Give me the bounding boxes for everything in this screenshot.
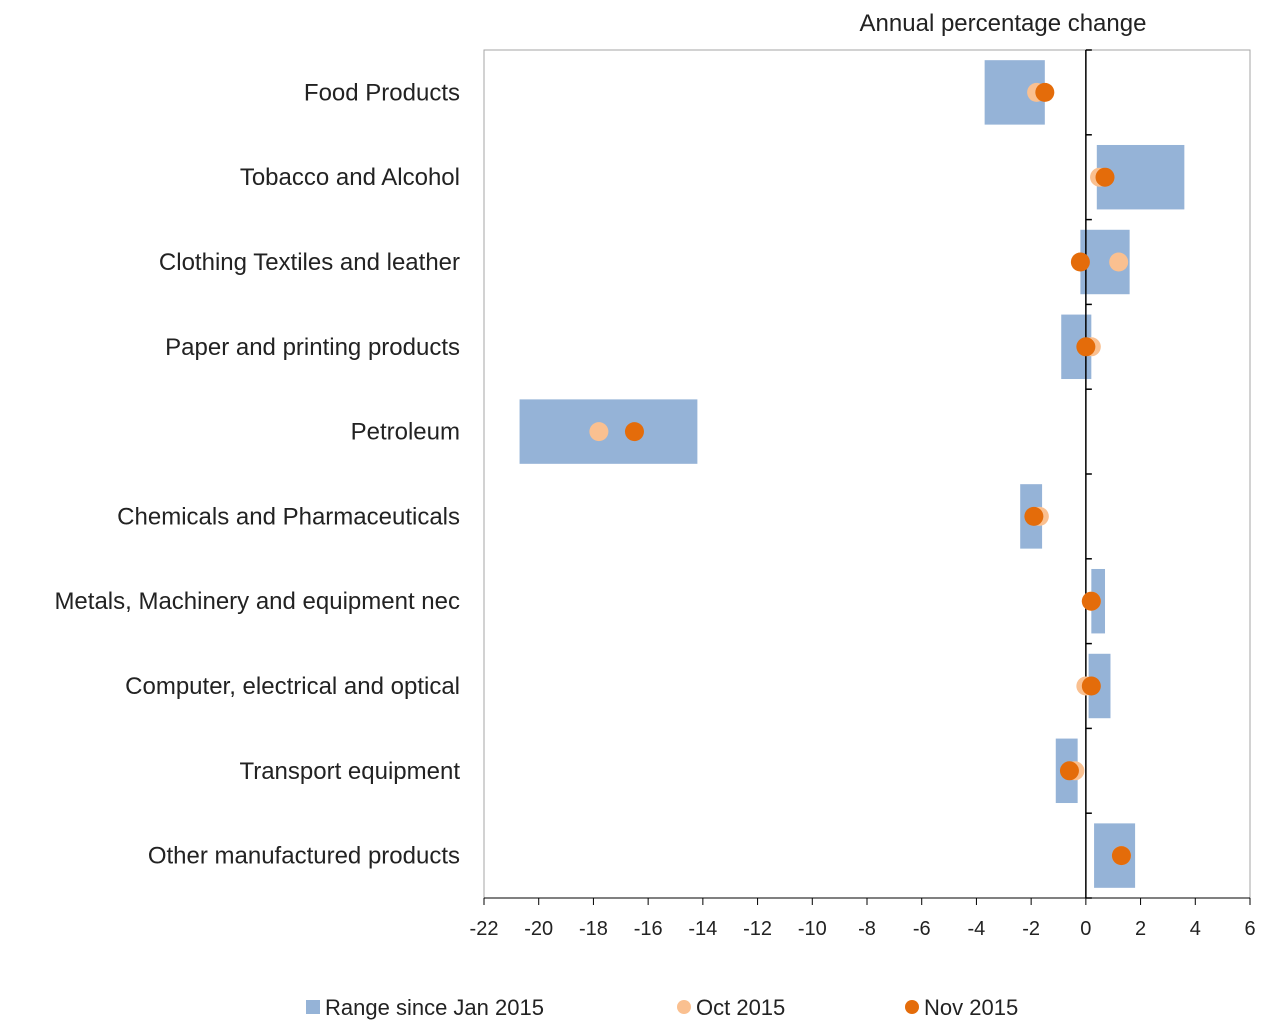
category-label: Metals, Machinery and equipment nec <box>54 588 460 615</box>
nov-2015-point <box>1081 591 1101 611</box>
axis-title: Annual percentage change <box>860 10 1147 37</box>
nov-2015-point <box>1059 761 1079 781</box>
nov-2015-point <box>1070 252 1090 272</box>
x-tick-label: -6 <box>913 918 931 940</box>
oct-2015-points <box>589 82 1131 866</box>
category-label: Chemicals and Pharmaceuticals <box>117 503 460 530</box>
legend-range-marker <box>306 1000 320 1014</box>
x-tick-label: -12 <box>743 918 772 940</box>
category-label: Other manufactured products <box>148 843 460 870</box>
x-tick-label: 6 <box>1244 918 1255 940</box>
x-tick-label: 0 <box>1080 918 1091 940</box>
nov-2015-point <box>624 422 644 442</box>
nov-2015-point <box>1024 506 1044 526</box>
category-label: Tobacco and Alcohol <box>240 164 460 191</box>
legend: Range since Jan 2015 Oct 2015 Nov 2015 <box>306 995 1018 1020</box>
x-tick-label: -2 <box>1022 918 1040 940</box>
range-bar <box>519 399 698 464</box>
legend-range-label: Range since Jan 2015 <box>325 995 544 1020</box>
nov-2015-points <box>624 82 1131 866</box>
category-label: Petroleum <box>351 419 460 446</box>
x-tick-label: -16 <box>634 918 663 940</box>
legend-oct-2015-marker <box>677 1000 691 1014</box>
x-tick-label: -14 <box>688 918 717 940</box>
legend-nov-2015-marker <box>905 1000 919 1014</box>
x-tick-label: 2 <box>1135 918 1146 940</box>
x-tick-label: -8 <box>858 918 876 940</box>
x-tick-label: -10 <box>798 918 827 940</box>
x-tick-label: -22 <box>470 918 499 940</box>
category-ticks <box>1085 49 1092 899</box>
nov-2015-point <box>1111 846 1131 866</box>
x-tick-label: -20 <box>524 918 553 940</box>
legend-nov-2015-label: Nov 2015 <box>924 995 1018 1020</box>
x-tick-label: -4 <box>968 918 986 940</box>
x-tick-label: 4 <box>1190 918 1201 940</box>
oct-2015-point <box>589 422 609 442</box>
nov-2015-point <box>1095 167 1115 187</box>
category-label: Food Products <box>304 79 460 106</box>
nov-2015-point <box>1076 337 1096 357</box>
oct-2015-point <box>1109 252 1129 272</box>
category-label: Clothing Textiles and leather <box>159 249 460 276</box>
x-axis-ticks: -22 -20 -18 -16 -14 -12 -10 -8 -6 -4 -2 0 2 4 6 <box>470 898 1256 940</box>
category-labels: Food Products Tobacco and Alcohol Clothing… <box>54 79 460 869</box>
nov-2015-point <box>1081 676 1101 696</box>
category-label: Computer, electrical and optical <box>125 673 460 700</box>
category-label: Transport equipment <box>239 758 460 785</box>
range-bars <box>519 60 1185 888</box>
category-label: Paper and printing products <box>165 334 460 361</box>
legend-oct-2015-label: Oct 2015 <box>696 995 785 1020</box>
nov-2015-point <box>1035 82 1055 102</box>
x-tick-label: -18 <box>579 918 608 940</box>
